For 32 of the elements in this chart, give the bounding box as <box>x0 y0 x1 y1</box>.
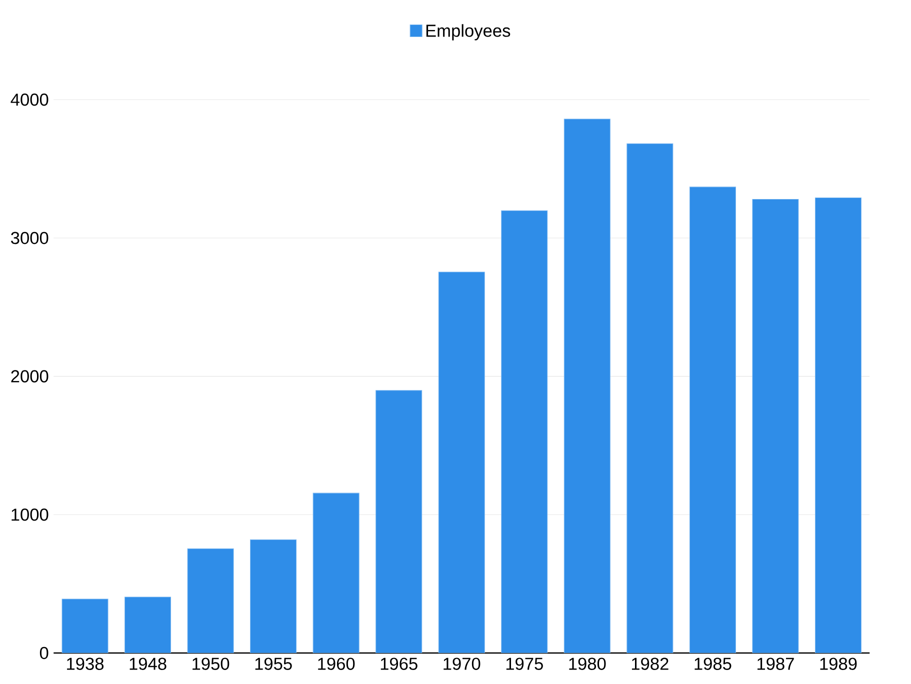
bar <box>124 596 172 653</box>
x-tick-label: 1987 <box>758 658 794 670</box>
bar <box>626 143 674 653</box>
x-tick-label: 1975 <box>506 658 543 670</box>
bar <box>250 539 297 653</box>
x-tick-label: 1985 <box>694 658 732 670</box>
bar <box>438 272 485 653</box>
bar <box>814 197 862 653</box>
x-tick-label: 1938 <box>67 658 104 670</box>
y-tick-label: 1000 <box>12 508 48 521</box>
x-tick-label: 1989 <box>820 658 857 670</box>
y-tick-label: 4000 <box>10 94 48 106</box>
x-tick-label: 1965 <box>380 658 418 670</box>
y-tick-label: 0 <box>40 646 48 660</box>
bar <box>62 598 108 653</box>
bar <box>312 492 360 653</box>
bar <box>501 210 548 653</box>
bar <box>376 390 422 653</box>
y-tick-label: 3000 <box>11 232 48 244</box>
x-tick-label: 1950 <box>192 658 230 670</box>
x-tick-label: 1960 <box>318 658 355 670</box>
y-tick-label: 2000 <box>11 370 48 382</box>
x-tick-label: 1970 <box>444 658 480 670</box>
x-tick-label: 1955 <box>255 658 292 670</box>
x-tick-label: 1948 <box>130 658 166 670</box>
bar <box>187 548 234 653</box>
bar <box>752 198 799 653</box>
x-tick-label: 1980 <box>569 658 606 670</box>
bar <box>689 186 736 653</box>
x-tick-label: 1982 <box>632 658 668 670</box>
bar <box>564 118 610 653</box>
legend-label: Employees <box>426 24 510 40</box>
